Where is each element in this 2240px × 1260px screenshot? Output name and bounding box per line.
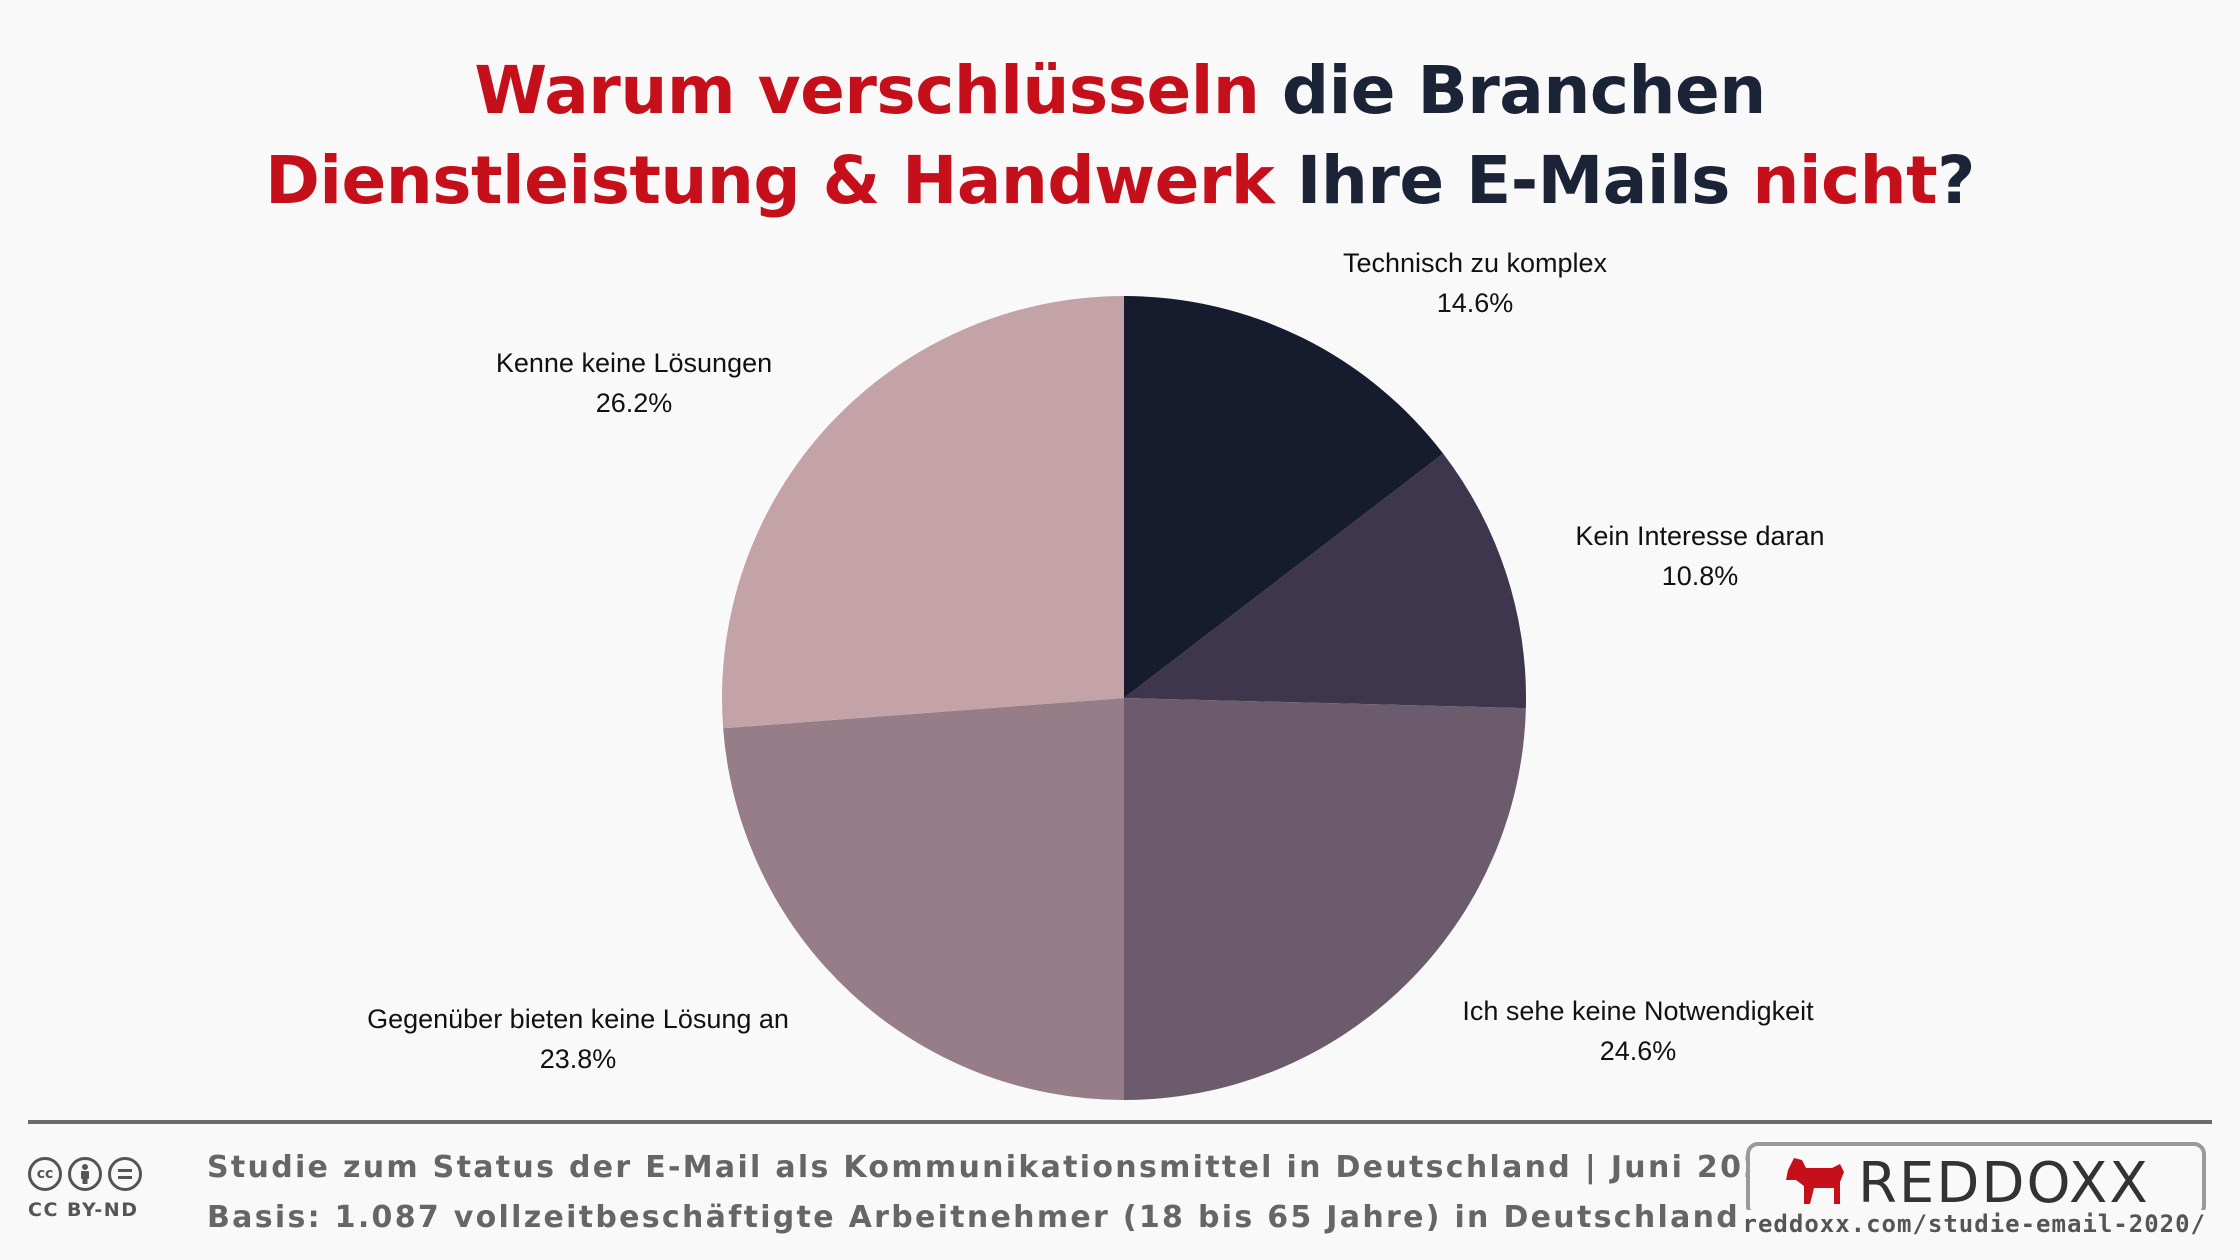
- study-link[interactable]: reddoxx.com/studie-email-2020/: [1742, 1210, 2206, 1238]
- slice-value-label: 26.2%: [596, 388, 673, 418]
- slice-value-label: 10.8%: [1662, 561, 1739, 591]
- slice-label: Kenne keine Lösungen: [496, 348, 772, 378]
- cc-icon: cc: [28, 1157, 62, 1191]
- title-text: Ihre E-Mails: [1296, 142, 1731, 219]
- slice-value-label: 23.8%: [540, 1044, 617, 1074]
- title-text: die Branchen: [1281, 52, 1766, 129]
- slice-label: Gegenüber bieten keine Lösung an: [367, 1004, 789, 1034]
- attribution-icon: [68, 1157, 102, 1191]
- slice-label: Technisch zu komplex: [1343, 248, 1608, 278]
- slice-value-label: 24.6%: [1600, 1036, 1677, 1066]
- dog-logo-icon: [1786, 1158, 1844, 1204]
- pie-slice: [722, 296, 1124, 729]
- slice-label: Ich sehe keine Notwendigkeit: [1462, 996, 1814, 1026]
- title-text: ?: [1937, 142, 1975, 219]
- pie-slice: [1124, 453, 1526, 709]
- title-line-2: Dienstleistung & Handwerk Ihre E-Mails n…: [0, 136, 2240, 226]
- title-line-1: Warum verschlüsseln die Branchen: [0, 46, 2240, 136]
- title-highlight: Dienstleistung & Handwerk: [265, 142, 1275, 219]
- pie-slice: [723, 698, 1124, 1100]
- study-title: Studie zum Status der E-Mail als Kommuni…: [207, 1150, 1790, 1185]
- study-info: Studie zum Status der E-Mail als Kommuni…: [207, 1143, 1790, 1243]
- title-highlight: Warum verschlüsseln: [474, 52, 1260, 129]
- pie-slice: [1124, 296, 1444, 698]
- pie-chart: Technisch zu komplex 14.6% Kein Interesse …: [367, 248, 1825, 1100]
- no-derivatives-icon: [108, 1157, 142, 1191]
- study-basis: Basis: 1.087 vollzeitbeschäftigte Arbeit…: [207, 1200, 1741, 1235]
- slice-value-label: 14.6%: [1437, 288, 1514, 318]
- reddoxx-logo: REDDOXX: [1746, 1142, 2206, 1218]
- logo-wordmark: REDDOXX: [1858, 1151, 2150, 1216]
- title-highlight: nicht: [1752, 142, 1938, 219]
- slice-label: Kein Interesse daran: [1575, 521, 1824, 551]
- license-badge: cc CC BY-ND: [28, 1157, 158, 1221]
- license-text: CC BY-ND: [28, 1199, 139, 1221]
- chart-title: Warum verschlüsseln die Branchen Dienstl…: [0, 46, 2240, 226]
- pie-slice: [1124, 698, 1526, 1100]
- footer-divider: [28, 1120, 2212, 1124]
